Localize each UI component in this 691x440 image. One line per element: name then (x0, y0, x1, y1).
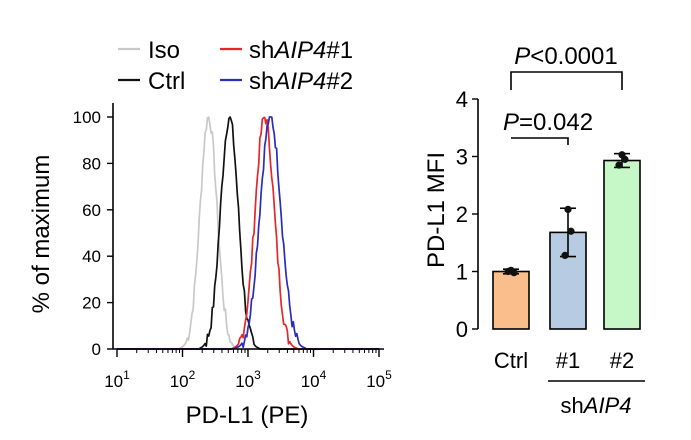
legend-item-ctrl: Ctrl (118, 68, 185, 95)
legend-item-shaip4-1: shAIP4#1 (220, 37, 353, 64)
histogram-y-tick-label-20: 20 (82, 294, 101, 313)
histogram-x-axis-title: PD-L1 (PE) (186, 402, 309, 429)
legend-label-ctrl: Ctrl (148, 68, 185, 95)
significance-bracket-2 (510, 71, 623, 90)
data-point-1 (564, 205, 572, 213)
data-point-2 (618, 151, 626, 159)
histogram-y-axis-title: % of maximum (28, 155, 55, 314)
bar-category-labels: Ctrl #1 #2 (494, 348, 634, 373)
bar-category-label-2: #2 (610, 348, 634, 373)
legend-item-iso: Iso (118, 37, 180, 64)
histogram-x-tick-label-1000: 103 (235, 368, 261, 391)
p-value-label-2: P<0.0001 (514, 43, 617, 70)
bar-y-tick-label-4: 4 (456, 87, 468, 112)
bar-category-label-1: #1 (556, 348, 580, 373)
bar-ctrl (492, 270, 530, 330)
histogram-curve-iso (117, 116, 379, 350)
data-points (504, 151, 629, 277)
bar-y-tick-label-0: 0 (456, 317, 468, 342)
bar-y-axis-title: PD-L1 MFI (423, 152, 450, 268)
histogram-x-tick-label-100: 102 (170, 368, 196, 391)
bar-y-tick-label-3: 3 (456, 145, 468, 170)
histogram-x-tick-label-10: 101 (104, 368, 130, 391)
data-point-ctrl (507, 266, 515, 274)
p-value-label-1: P=0.042 (503, 109, 593, 136)
histogram-x-tick-label-100000: 105 (366, 368, 392, 391)
bar-1 (549, 231, 587, 330)
data-point-1 (561, 251, 569, 259)
significance-brackets: P=0.042 P<0.0001 (503, 43, 623, 145)
group-label: shAIP4 (561, 393, 632, 418)
histogram-y-ticks: 0 20 40 60 80 100 (73, 108, 113, 359)
legend: Iso Ctrl shAIP4#1 shAIP4#2 (118, 37, 353, 95)
histogram-curve-shaip4-1 (117, 116, 379, 350)
histogram-x-tick-label-10000: 104 (301, 368, 327, 391)
data-point-2 (615, 161, 623, 169)
histogram-curve-ctrl (117, 116, 379, 350)
histogram-y-tick-label-40: 40 (82, 247, 101, 266)
significance-bracket-1 (511, 137, 569, 145)
legend-label-shaip4-2: shAIP4#2 (249, 68, 353, 95)
legend-item-shaip4-2: shAIP4#2 (220, 68, 353, 95)
bar-chart: 0 1 2 3 4 Ctrl #1 #2 P=0.042 P<0.0001 PD-L1 MFI… (423, 43, 645, 418)
legend-label-shaip4-1: shAIP4#1 (249, 37, 353, 64)
bars (492, 159, 641, 330)
bar-y-tick-label-2: 2 (456, 202, 468, 227)
bar-category-label-ctrl: Ctrl (494, 348, 528, 373)
histogram-y-tick-label-80: 80 (82, 154, 101, 173)
histogram-y-tick-label-100: 100 (73, 108, 101, 127)
bar-y-ticks: 0 1 2 3 4 (456, 87, 478, 342)
legend-label-iso: Iso (148, 37, 180, 64)
data-point-1 (567, 227, 575, 235)
histogram-x-ticks: 101 102 103 104 105 (104, 349, 392, 391)
histogram-chart: Iso Ctrl shAIP4#1 shAIP4#2 (28, 37, 392, 429)
histogram-curve-shaip4-2 (117, 116, 379, 350)
histogram-curves (117, 116, 379, 350)
bar-2 (603, 159, 641, 330)
histogram-y-tick-label-0: 0 (92, 340, 101, 359)
bar-y-tick-label-1: 1 (456, 260, 468, 285)
histogram-y-tick-label-60: 60 (82, 201, 101, 220)
